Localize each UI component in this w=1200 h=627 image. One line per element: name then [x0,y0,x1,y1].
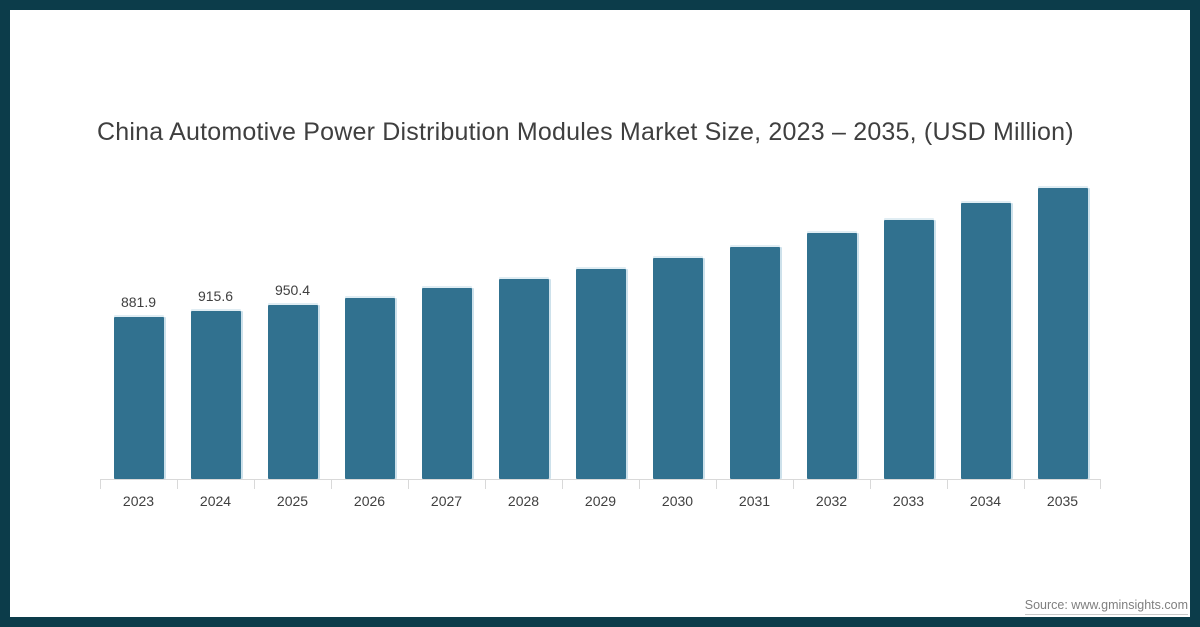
bars-area: 881.9 915.6 950.4 [100,167,1101,479]
x-axis-tick [1100,479,1101,489]
x-axis-label-2027: 2027 [430,493,463,509]
x-axis-label-2030: 2030 [661,493,694,509]
x-axis-labels: 2023 2024 2025 2026 2027 2028 2029 2030 2031 2032… [100,493,1101,509]
x-axis-line [100,479,1101,480]
bar-slot-2031 [716,167,793,479]
bar-value-label-2024: 915.6 [197,288,234,304]
bar-slot-2027 [408,167,485,479]
x-axis-tick [408,479,409,489]
bar-slot-2035 [1024,167,1101,479]
x-axis-label-2024: 2024 [199,493,232,509]
bar-2029 [575,269,626,479]
x-axis-tick [254,479,255,489]
x-axis-tick [639,479,640,489]
x-axis-tick [716,479,717,489]
bar-2033 [883,219,934,479]
bar-2034 [960,203,1011,479]
x-axis-tick [100,479,101,489]
x-axis-label-2031: 2031 [738,493,771,509]
bar-2027 [421,287,472,479]
bar-2032 [806,233,857,479]
x-axis-label-2023: 2023 [122,493,155,509]
bar-2031 [729,247,780,479]
bar-2023 [113,317,164,479]
x-axis-label-2026: 2026 [353,493,386,509]
bar-2030 [652,258,703,479]
x-axis-tick [793,479,794,489]
x-axis-tick [947,479,948,489]
x-axis-label-2033: 2033 [892,493,925,509]
bar-2035 [1037,187,1088,479]
bar-slot-2029 [562,167,639,479]
bar-slot-2030 [639,167,716,479]
x-axis-tick [562,479,563,489]
x-axis-label-2025: 2025 [276,493,309,509]
x-axis-tick [177,479,178,489]
x-axis-tick [485,479,486,489]
bar-slot-2033 [870,167,947,479]
source-attribution: Source: www.gminsights.com [1024,598,1188,615]
bar-slot-2023: 881.9 [100,167,177,479]
x-axis-label-2028: 2028 [507,493,540,509]
bar-2026 [344,297,395,479]
x-axis-tick [331,479,332,489]
bar-slot-2026 [331,167,408,479]
bar-slot-2024: 915.6 [177,167,254,479]
bar-slot-2034 [947,167,1024,479]
x-axis-label-2035: 2035 [1046,493,1079,509]
bar-value-label-2023: 881.9 [120,294,157,311]
bar-2024 [190,311,241,479]
bar-slot-2032 [793,167,870,479]
x-axis-label-2034: 2034 [969,493,1002,509]
x-axis-label-2029: 2029 [584,493,617,509]
bar-slot-2025: 950.4 [254,167,331,479]
chart-title: China Automotive Power Distribution Modu… [97,118,1074,146]
x-axis-tick [870,479,871,489]
bar-2028 [498,278,549,479]
x-axis-tick [1024,479,1025,489]
bar-value-label-2025: 950.4 [274,281,311,298]
x-axis-label-2032: 2032 [815,493,848,509]
bar-chart-plot: 881.9 915.6 950.4 2023 2024 2025 2026 2027 2028… [100,167,1101,509]
bar-2025 [267,304,318,479]
bar-slot-2028 [485,167,562,479]
